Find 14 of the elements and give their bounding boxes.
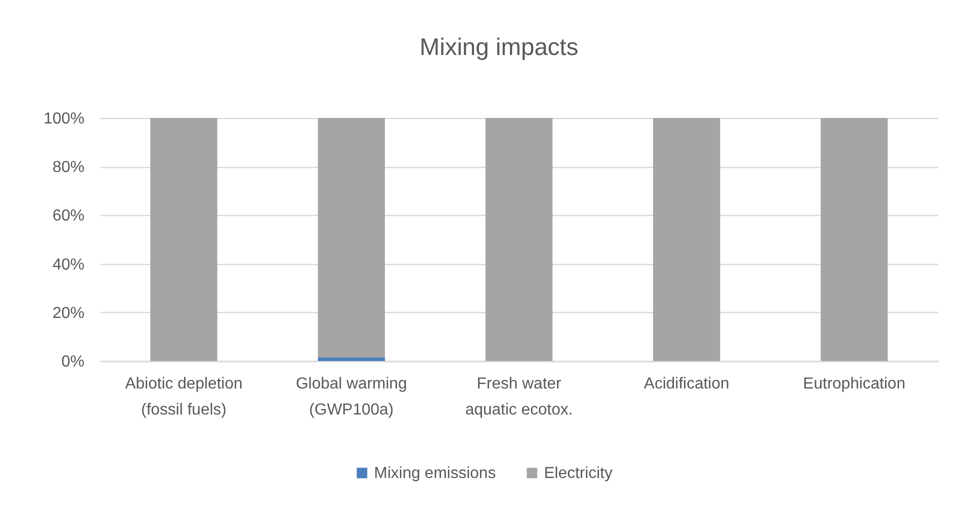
y-tick-label: 60% (52, 208, 84, 225)
x-tick-label: Global warming (GWP100a) (296, 376, 407, 418)
x-tick-label: Abiotic depletion (fossil fuels) (125, 376, 243, 418)
y-tick-label: 80% (52, 159, 84, 176)
y-tick-label: 100% (44, 110, 84, 128)
x-tick-label: Eutrophication (803, 376, 906, 392)
legend-label: Electricity (544, 465, 612, 482)
chart-title: Mixing impacts (420, 34, 578, 61)
y-tick-label: 0% (61, 354, 84, 370)
x-tick-label: Fresh water aquatic ecotox. (465, 376, 573, 418)
y-tick-label: 40% (52, 256, 84, 274)
y-tick-label: 20% (52, 304, 84, 322)
legend-label: Mixing emissions (374, 465, 496, 482)
x-tick-label: Acidification (644, 376, 730, 392)
